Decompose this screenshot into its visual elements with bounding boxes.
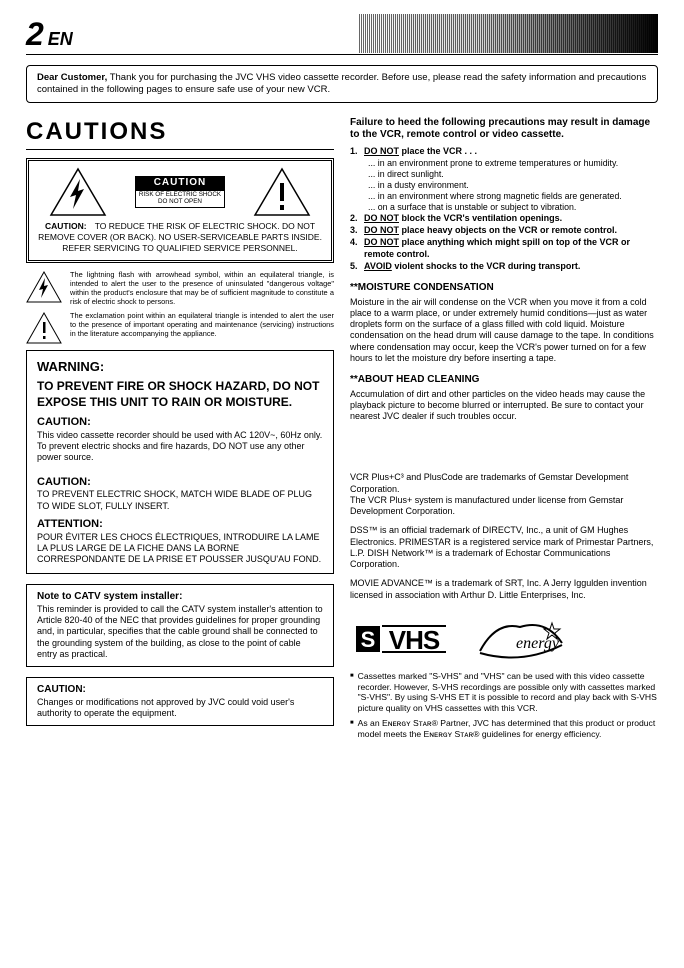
- attention-p: POUR ÉVITER LES CHOCS ÉLECTRIQUES, INTRO…: [37, 532, 323, 566]
- list-sub: ... in a dusty environment.: [350, 180, 658, 191]
- dear-body: Thank you for purchasing the JVC VHS vid…: [37, 72, 646, 95]
- tm1: VCR Plus+C³ and PlusCode are trademarks …: [350, 472, 658, 495]
- list-item: 4.DO NOT place anything which might spil…: [350, 237, 658, 260]
- list-sub: ... in direct sunlight.: [350, 169, 658, 180]
- caution2-h: CAUTION:: [37, 476, 323, 490]
- two-columns: CAUTIONS CAUTION RISK OF ELECTRIC SHOCK …: [26, 117, 658, 744]
- caution-text: CAUTION: TO REDUCE THE RISK OF ELECTRIC …: [35, 221, 325, 254]
- tm3: DSS™ is an official trademark of DIRECTV…: [350, 525, 658, 570]
- catv-p: This reminder is provided to call the CA…: [37, 604, 323, 660]
- micro-text-box: RISK OF ELECTRIC SHOCK DO NOT OPEN: [135, 190, 225, 208]
- svhs-notes: Cassettes marked "S-VHS" and "VHS" can b…: [350, 671, 658, 739]
- warning-box: WARNING: TO PREVENT FIRE OR SHOCK HAZARD…: [26, 350, 334, 574]
- page-header: 2 EN: [26, 14, 658, 55]
- caution1-h: CAUTION:: [37, 416, 323, 430]
- mod-p: Changes or modifications not approved by…: [37, 697, 323, 720]
- hc-para: Accumulation of dirt and other particles…: [350, 389, 658, 423]
- excl-explain-text: The exclamation point within an equilate…: [70, 312, 334, 344]
- list-item: As an Eɴᴇʀɢʏ Sᴛᴀʀ® Partner, JVC has dete…: [350, 718, 658, 739]
- list-item: 3.DO NOT place heavy objects on the VCR …: [350, 225, 658, 236]
- hc-heading: **ABOUT HEAD CLEANING: [350, 374, 658, 387]
- list-sub: ... in an environment where strong magne…: [350, 191, 658, 202]
- warning-h2: TO PREVENT FIRE OR SHOCK HAZARD, DO NOT …: [37, 378, 323, 410]
- cautions-heading: CAUTIONS: [26, 117, 334, 150]
- caution1-p2: To prevent electric shocks and fire haza…: [37, 441, 323, 464]
- caution-plate: CAUTION: [135, 176, 225, 191]
- caution1-p1: This video cassette recorder should be u…: [37, 430, 323, 441]
- svg-text:S: S: [361, 627, 376, 652]
- caution2-p: TO PREVENT ELECTRIC SHOCK, MATCH WIDE BL…: [37, 489, 323, 512]
- caution-plate-group: CAUTION RISK OF ELECTRIC SHOCK DO NOT OP…: [135, 176, 225, 208]
- list-item: 2.DO NOT block the VCR's ventilation ope…: [350, 213, 658, 224]
- list-item: Cassettes marked "S-VHS" and "VHS" can b…: [350, 671, 658, 714]
- precautions-lead: Failure to heed the following precaution…: [350, 117, 658, 142]
- dear-customer-box: Dear Customer, Thank you for purchasing …: [26, 65, 658, 103]
- bolt-explain-row: The lightning flash with arrowhead symbo…: [26, 271, 334, 307]
- excl-triangle-icon: [252, 167, 312, 217]
- attention-h: ATTENTION:: [37, 518, 323, 532]
- bolt-triangle-icon: [26, 271, 62, 303]
- bolt-triangle-icon: [48, 167, 108, 217]
- tm2: The VCR Plus+ system is manufactured und…: [350, 495, 658, 518]
- left-column: CAUTIONS CAUTION RISK OF ELECTRIC SHOCK …: [26, 117, 334, 744]
- catv-h: Note to CATV system installer:: [37, 591, 323, 604]
- modifications-box: CAUTION: Changes or modifications not ap…: [26, 677, 334, 726]
- micro2: DO NOT OPEN: [139, 199, 221, 206]
- energy-star-logo: energy: [476, 617, 566, 661]
- symbol-row: CAUTION RISK OF ELECTRIC SHOCK DO NOT OP…: [35, 167, 325, 217]
- page-number: 2: [26, 14, 44, 54]
- svg-text:VHS: VHS: [389, 625, 440, 655]
- mod-h: CAUTION:: [37, 684, 323, 697]
- precautions-list: 1.DO NOT place the VCR . . . ... in an e…: [350, 146, 658, 272]
- warning-h1: WARNING:: [37, 359, 323, 375]
- excl-explain-row: The exclamation point within an equilate…: [26, 312, 334, 344]
- tm4: MOVIE ADVANCE™ is a trademark of SRT, In…: [350, 578, 658, 601]
- electric-shock-box: CAUTION RISK OF ELECTRIC SHOCK DO NOT OP…: [26, 158, 334, 263]
- bolt-explain-text: The lightning flash with arrowhead symbo…: [70, 271, 334, 307]
- svg-text:energy: energy: [516, 635, 560, 652]
- logos-row: S VHS energy: [356, 617, 658, 661]
- right-column: Failure to heed the following precaution…: [350, 117, 658, 744]
- catv-box: Note to CATV system installer: This remi…: [26, 584, 334, 667]
- list-sub: ... on a surface that is unstable or sub…: [350, 202, 658, 213]
- list-sub: ... in an environment prone to extreme t…: [350, 158, 658, 169]
- dear-title: Dear Customer,: [37, 72, 107, 83]
- list-item: 1.DO NOT place the VCR . . .: [350, 146, 658, 157]
- svhs-logo: S VHS: [356, 622, 446, 656]
- list-item: 5.AVOID violent shocks to the VCR during…: [350, 261, 658, 272]
- mc-heading: **MOISTURE CONDENSATION: [350, 282, 658, 295]
- mc-para: Moisture in the air will condense on the…: [350, 297, 658, 365]
- caution-lead: CAUTION:: [45, 221, 87, 231]
- excl-triangle-icon: [26, 312, 62, 344]
- page-lang: EN: [48, 28, 73, 51]
